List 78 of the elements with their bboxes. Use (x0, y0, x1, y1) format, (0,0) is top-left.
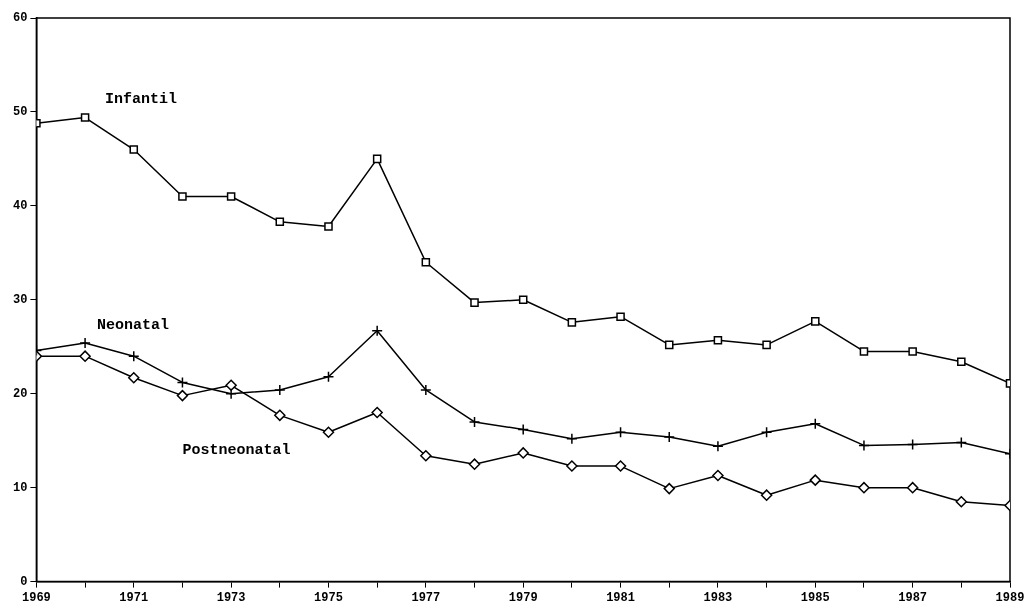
point (713, 335, 723, 345)
point (128, 372, 140, 384)
series-label: Postneonatal (182, 442, 291, 460)
point (566, 460, 578, 472)
point (518, 295, 528, 305)
point (957, 357, 966, 367)
point (80, 113, 90, 122)
point (275, 217, 285, 227)
point (858, 439, 870, 452)
point (760, 426, 773, 438)
point (760, 489, 773, 501)
point (79, 337, 91, 349)
point (664, 340, 674, 350)
point (906, 481, 919, 494)
x-tick-label: 1977 (411, 590, 441, 605)
point (178, 192, 187, 201)
point (274, 384, 286, 396)
point (858, 481, 870, 494)
y-tick-label: 0 (20, 574, 28, 589)
point (128, 350, 140, 362)
point (906, 438, 919, 451)
x-tick-label: 1973 (216, 590, 246, 605)
point (811, 317, 820, 326)
point (566, 433, 578, 445)
y-tick-label: 40 (13, 198, 28, 213)
x-tick-label: 1983 (703, 590, 733, 605)
point (955, 496, 968, 508)
y-tick-label: 30 (13, 292, 28, 307)
x-tick-label: 1969 (22, 590, 51, 605)
point (420, 449, 432, 462)
x-tick-label: 1971 (119, 590, 149, 605)
point (372, 154, 382, 164)
point (129, 145, 139, 154)
y-tick-label: 60 (13, 11, 28, 26)
point (517, 423, 529, 436)
point (712, 469, 724, 482)
point (517, 447, 529, 459)
point (663, 431, 675, 443)
point (322, 371, 335, 383)
point (176, 389, 189, 402)
point (371, 325, 383, 337)
point (468, 458, 481, 470)
x-tick-label: 1989 (995, 590, 1025, 605)
point (762, 340, 771, 350)
series-label: Neonatal (97, 316, 170, 334)
x-tick-label: 1981 (606, 590, 635, 605)
point (955, 436, 968, 449)
point (567, 318, 577, 327)
point (225, 387, 237, 400)
point (859, 347, 869, 356)
point (809, 474, 822, 486)
point (470, 298, 479, 307)
point (809, 418, 822, 430)
point (322, 426, 335, 438)
point (226, 192, 236, 201)
x-tick-label: 1975 (314, 590, 343, 605)
point (225, 379, 237, 392)
y-tick-label: 10 (13, 480, 28, 495)
point (614, 426, 627, 438)
series-label: Infantil (105, 91, 178, 109)
point (420, 384, 432, 396)
point (614, 460, 627, 472)
y-tick-label: 20 (13, 386, 28, 401)
point (663, 482, 675, 495)
point (324, 222, 333, 231)
point (712, 440, 724, 453)
x-tick-label: 1985 (800, 590, 830, 605)
point (616, 312, 625, 321)
point (79, 350, 91, 362)
point (274, 409, 286, 422)
point (176, 376, 189, 389)
x-tick-label: 1979 (508, 590, 538, 605)
point (908, 347, 917, 356)
x-tick-label: 1987 (898, 590, 928, 605)
point (421, 257, 431, 267)
point (468, 416, 481, 428)
y-tick-label: 50 (13, 104, 28, 119)
point (371, 406, 383, 419)
